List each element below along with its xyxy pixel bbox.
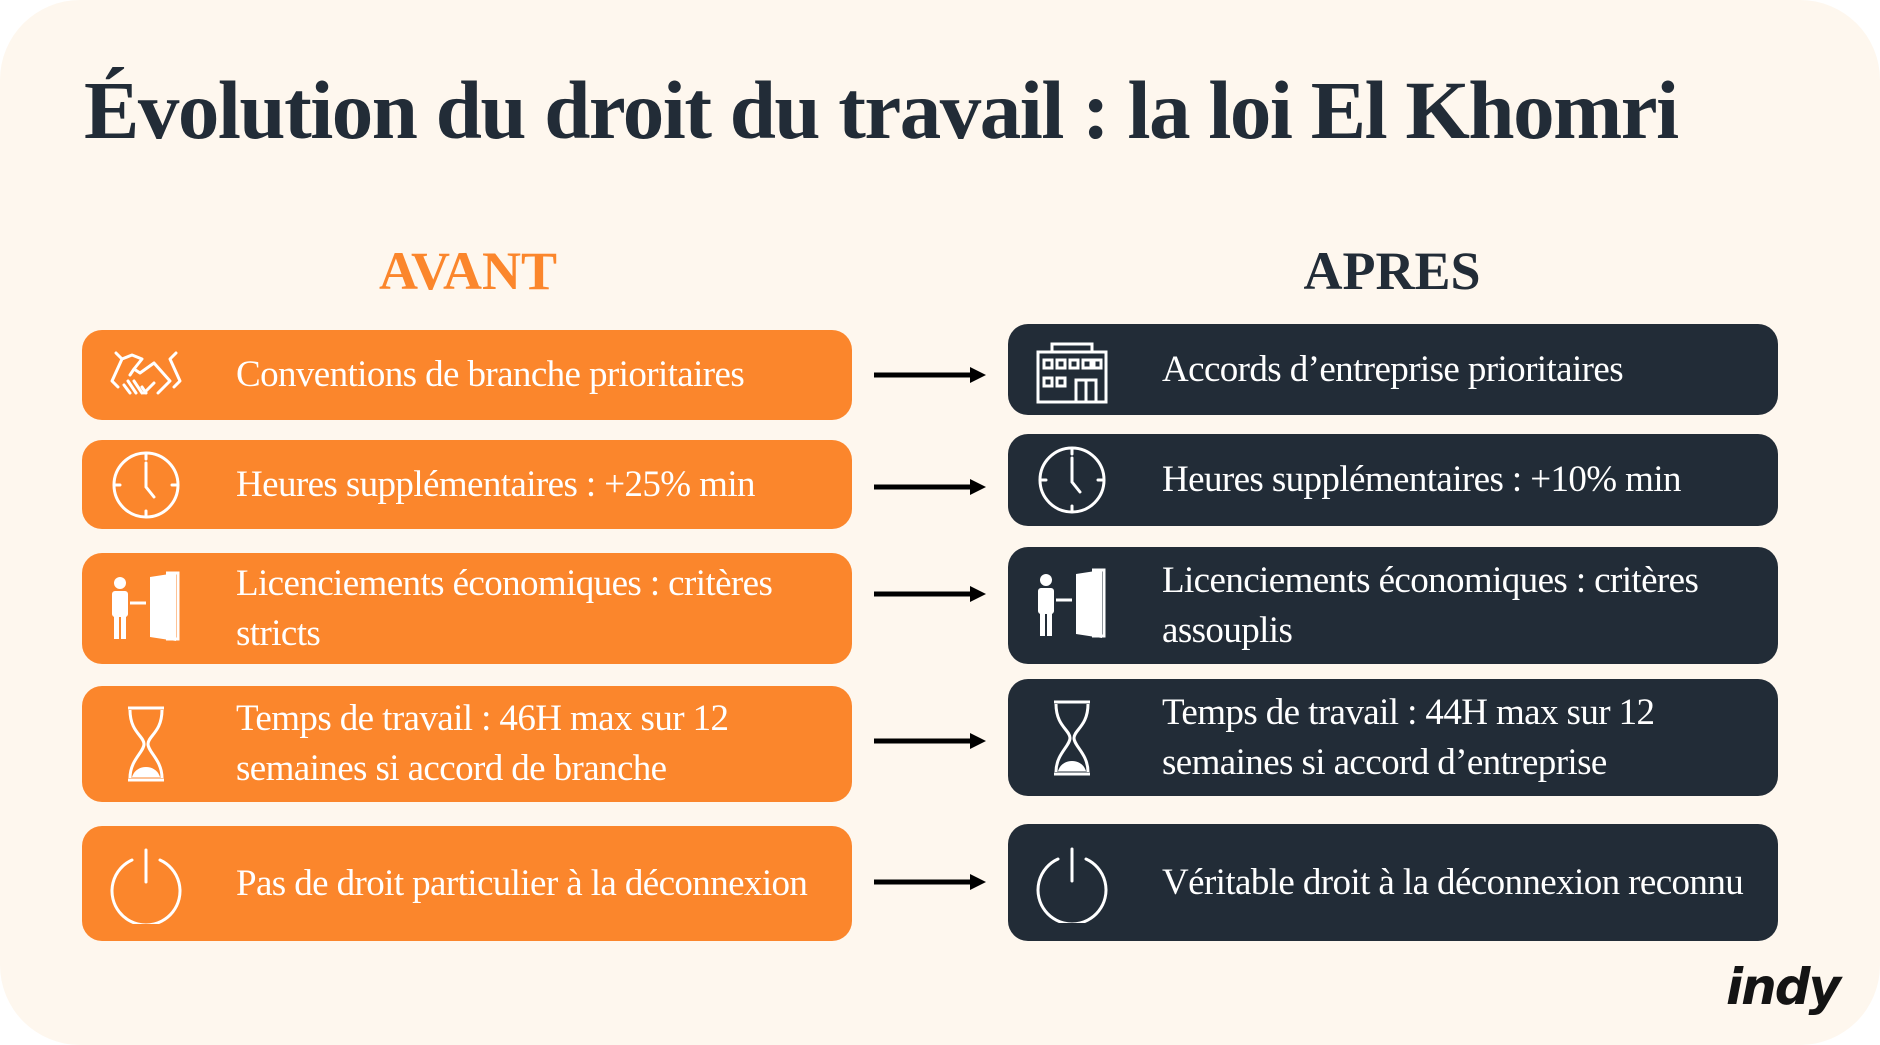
before-item-3: Licenciements économiques : critères str…: [82, 553, 852, 664]
after-item-5: Véritable droit à la déconnexion reconnu: [1008, 824, 1778, 941]
before-text-3: Licenciements économiques : critères str…: [236, 562, 773, 654]
before-item-2: Heures supplémentaires : +25% min: [82, 440, 852, 529]
arrow-icon: [874, 874, 986, 890]
before-text-2: Heures supplémentaires : +25% min: [236, 463, 756, 505]
power-icon: [1036, 847, 1108, 923]
column-header-apres: APRES: [1303, 241, 1481, 301]
arrow-icon: [874, 586, 986, 602]
hourglass-icon: [128, 706, 164, 782]
after-text-3: Licenciements économiques : critères ass…: [1162, 559, 1699, 651]
exit-door-icon: [112, 571, 180, 641]
before-item-1: Conventions de branche prioritaires: [82, 330, 852, 420]
clock-icon: [1038, 446, 1106, 514]
column-header-avant: AVANT: [378, 241, 558, 301]
before-item-5: Pas de droit particulier à la déconnexio…: [82, 826, 852, 941]
before-text-4: Temps de travail : 46H max sur 12 semain…: [236, 698, 729, 789]
after-item-1: Accords d’entreprise prioritaires: [1008, 324, 1778, 415]
after-text-2: Heures supplémentaires : +10% min: [1162, 459, 1682, 500]
arrow-icon: [874, 733, 986, 749]
arrow-icon: [874, 367, 986, 383]
handshake-icon: [110, 351, 182, 395]
power-icon: [110, 848, 182, 924]
before-item-4: Temps de travail : 46H max sur 12 semain…: [82, 686, 852, 802]
before-text-5: Pas de droit particulier à la déconnexio…: [236, 862, 808, 904]
exit-door-icon: [1038, 568, 1106, 638]
indy-logo: indy: [1726, 958, 1841, 1016]
after-text-5: Véritable droit à la déconnexion reconnu: [1162, 861, 1744, 903]
after-item-4: Temps de travail : 44H max sur 12 semain…: [1008, 679, 1778, 796]
arrow-icon: [874, 479, 986, 495]
after-item-2: Heures supplémentaires : +10% min: [1008, 434, 1778, 526]
after-text-1: Accords d’entreprise prioritaires: [1162, 348, 1624, 390]
after-text-4: Temps de travail : 44H max sur 12 semain…: [1162, 691, 1655, 783]
hourglass-icon: [1054, 700, 1090, 775]
building-icon: [1036, 342, 1108, 403]
page-title: Évolution du droit du travail : la loi E…: [84, 64, 1679, 156]
after-item-3: Licenciements économiques : critères ass…: [1008, 547, 1778, 664]
clock-icon: [112, 451, 180, 518]
before-text-1: Conventions de branche prioritaires: [236, 354, 745, 395]
